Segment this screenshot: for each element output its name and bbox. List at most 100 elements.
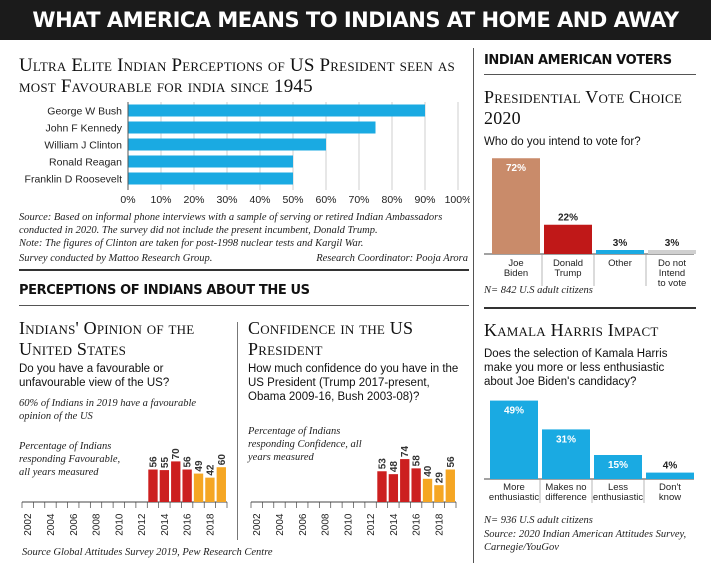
x-tick-label: 2004 (46, 513, 57, 536)
confidence-question: How much confidence do you have in the U… (248, 363, 459, 403)
data-label: 56 (183, 456, 194, 468)
x-tick-label: 2014 (389, 513, 400, 536)
harris-question: Does the selection of Kamala Harris make… (484, 348, 668, 388)
data-label: 60 (217, 454, 228, 466)
bar (542, 429, 590, 479)
bar (128, 104, 425, 117)
category-label: Don't (659, 482, 681, 493)
elite-title: Ultra Elite Indian Perceptions of US Pre… (19, 55, 455, 97)
data-label: 3% (613, 238, 628, 249)
harris-title: Kamala Harris Impact (484, 320, 659, 340)
perceptions-heading: PERCEPTIONS OF INDIANS ABOUT THE US (19, 283, 310, 298)
category-label: Trump (554, 268, 581, 279)
x-tick-label: 60% (315, 194, 336, 206)
category-label: George W Bush (47, 106, 122, 118)
opinion-legend: Percentage of Indians responding Favoura… (19, 441, 121, 478)
data-label: 49 (194, 460, 205, 472)
bar (205, 477, 215, 502)
x-tick-label: 90% (414, 194, 435, 206)
elite-chart: 0% 10% 20% 30% 40% 50% 60% 70% 80% 90% 100% George … (25, 102, 470, 206)
data-label: 42 (205, 464, 216, 476)
data-label: 29 (434, 472, 445, 484)
bar (544, 224, 592, 254)
category-label: Do not (658, 258, 686, 269)
category-label: enthusiastic (489, 492, 539, 503)
bar (182, 469, 192, 502)
x-tick-label: 2018 (434, 513, 445, 536)
data-label: 74 (400, 446, 411, 458)
confidence-title: Confidence in the US President (248, 318, 414, 359)
divider (19, 305, 469, 306)
bar (596, 250, 644, 254)
data-label: 31% (556, 434, 576, 445)
pew-source: Source Global Attitudes Survey 2019, Pew… (22, 547, 273, 558)
data-label: 49% (504, 406, 524, 417)
data-label: 48 (389, 461, 400, 473)
bar (422, 478, 433, 502)
category-label: Franklin D Roosevelt (25, 174, 123, 186)
data-label: 56 (148, 456, 159, 468)
elite-source-note: Source: Based on informal phone intervie… (19, 212, 443, 236)
bar (159, 470, 170, 502)
x-tick-label: 20% (183, 194, 204, 206)
bar (492, 158, 540, 254)
x-tick-label: 2008 (321, 513, 332, 536)
category-label: enthusiastic (593, 492, 643, 503)
elite-conducted: Survey conducted by Mattoo Research Grou… (19, 253, 213, 264)
data-label: 3% (665, 238, 680, 249)
opinion-question: Do you have a favourable or unfavourable… (19, 363, 170, 389)
elite-note: Note: The figures of Clinton are taken f… (19, 238, 364, 249)
data-label: 15% (608, 460, 628, 471)
bar (646, 472, 694, 479)
x-tick-label: 2012 (366, 513, 377, 536)
category-label: William J Clinton (44, 140, 122, 152)
voters-n: N= 842 U.S adult citizens (484, 285, 593, 296)
category-label: Donald (553, 258, 583, 269)
category-label: Ronald Reagan (49, 157, 122, 169)
category-label: Makes no (545, 482, 586, 493)
x-tick-label: 2016 (183, 513, 194, 536)
x-tick-label: 0% (120, 194, 135, 206)
category-label: John F Kennedy (46, 123, 123, 135)
bar (411, 468, 421, 502)
data-label: 22% (558, 213, 578, 224)
data-label: 4% (663, 461, 678, 472)
category-label: to vote (658, 278, 687, 289)
bar (490, 400, 538, 479)
x-tick-label: 2014 (160, 513, 171, 536)
bar (128, 138, 326, 151)
bar (171, 461, 181, 502)
x-tick-label: 2012 (137, 513, 148, 536)
bar (400, 459, 410, 502)
confidence-chart: 2002 2004 2006 2008 2010 2012 2014 2016 2018 53 48… (250, 446, 457, 536)
category-label: Joe (508, 258, 523, 269)
confidence-legend: Percentage of Indians responding Confide… (248, 426, 362, 463)
category-label: Less (608, 482, 628, 493)
divider (237, 322, 238, 540)
x-tick-label: 2004 (275, 513, 286, 536)
x-tick-label: 2010 (114, 513, 125, 536)
bar (193, 473, 204, 502)
x-tick-label: 2002 (23, 513, 34, 536)
data-label: 56 (446, 456, 457, 468)
category-label: Intend (659, 268, 685, 279)
divider (484, 74, 696, 75)
x-tick-label: 100% (445, 194, 470, 206)
x-tick-label: 2006 (298, 513, 309, 536)
bar (128, 172, 293, 185)
harris-n: N= 936 U.S adult citizens (484, 515, 593, 526)
bar (434, 485, 444, 502)
bar (377, 471, 387, 502)
bar (128, 155, 293, 168)
data-label: 53 (377, 458, 388, 470)
voters-title: Presidential Vote Choice 2020 (484, 87, 682, 128)
x-tick-label: 2010 (343, 513, 354, 536)
divider (19, 269, 469, 271)
voters-heading: INDIAN AMERICAN VOTERS (484, 53, 672, 68)
data-label: 58 (412, 455, 423, 467)
data-label: 55 (160, 457, 171, 469)
opinion-title: Indians' Opinion of the United States (19, 318, 195, 359)
